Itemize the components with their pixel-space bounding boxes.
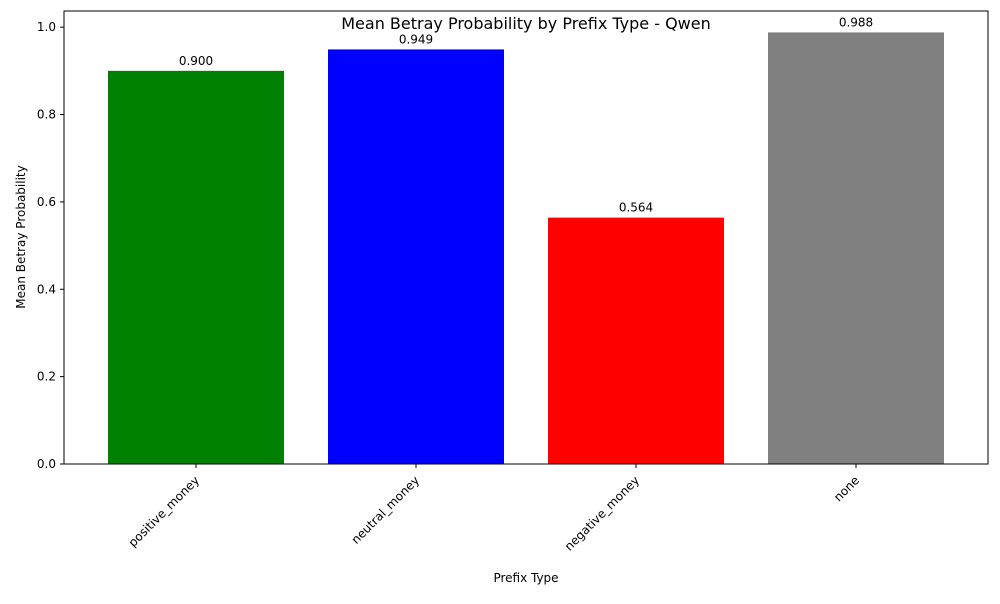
y-tick-label: 0.0 [37,457,56,471]
y-axis-ticks: 0.0 0.2 0.4 0.6 0.8 1.0 [37,20,64,471]
data-label-none: 0.988 [839,15,873,29]
x-tick-label-negative_money: negative_money [562,473,642,553]
x-tick-label-positive_money: positive_money [126,473,203,550]
y-tick-label: 0.8 [37,108,56,122]
y-tick-label: 0.2 [37,370,56,384]
y-tick-label: 0.4 [37,282,56,296]
data-label-negative_money: 0.564 [619,201,653,215]
x-axis-label: Prefix Type [493,571,558,585]
y-tick-label: 1.0 [37,20,56,34]
data-label-positive_money: 0.900 [179,54,213,68]
chart-title: Mean Betray Probability by Prefix Type -… [341,14,711,33]
y-tick-label: 0.6 [37,195,56,209]
x-axis-ticks: positive_money neutral_money negative_mone… [126,464,862,554]
x-tick-label-none: none [831,473,862,504]
bar-none [768,32,944,464]
data-labels-layer: 0.900 0.949 0.564 0.988 [179,15,873,214]
bar-negative_money [548,217,724,464]
bar-positive_money [108,70,284,464]
data-label-neutral_money: 0.949 [399,32,433,46]
x-tick-label-neutral_money: neutral_money [349,473,423,547]
bars-layer [108,32,944,464]
plot-area-frame [63,10,989,465]
y-axis-label: Mean Betray Probability [14,165,28,308]
bar-neutral_money [328,49,504,464]
